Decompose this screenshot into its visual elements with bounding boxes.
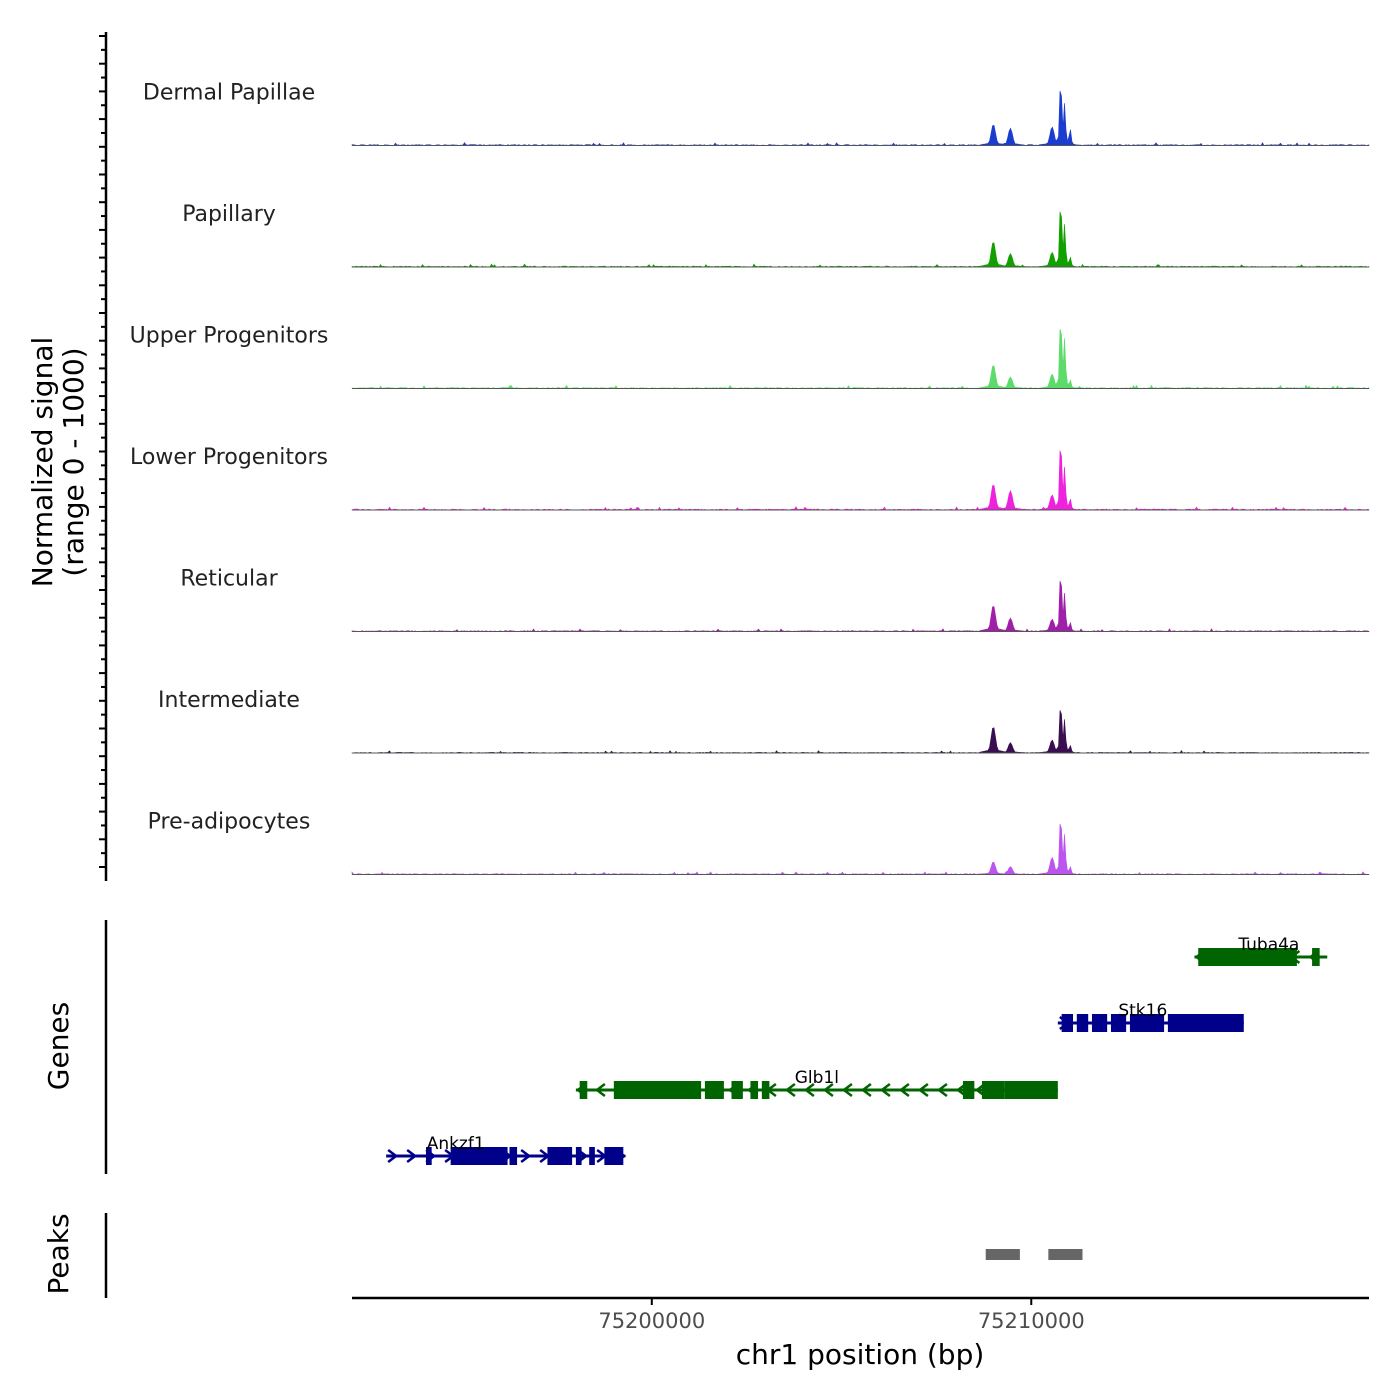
track-label: Lower Progenitors: [130, 445, 328, 470]
gene-ankzf1: Ankzf1: [386, 1134, 627, 1165]
strand-arrow: [860, 1083, 872, 1097]
gene-exon: [750, 1081, 759, 1099]
gene-exon: [1198, 948, 1297, 966]
x-axis-tick-label: 75210000: [978, 1309, 1085, 1333]
peak-region: [985, 1249, 1020, 1260]
gene-exon: [1312, 948, 1320, 966]
gene-stk16: Stk16: [1057, 1001, 1244, 1032]
y-axis-title: Normalized signal: [26, 337, 59, 588]
track-reticular: Reticular: [180, 567, 1370, 632]
strand-arrow: [879, 1083, 891, 1097]
track-label: Pre-adipocytes: [148, 810, 311, 835]
x-axis-title: chr1 position (bp): [736, 1338, 985, 1371]
gene-exon: [1004, 1081, 1058, 1099]
strand-arrow: [803, 1083, 815, 1097]
signal-area: [351, 580, 1370, 632]
track-label: Dermal Papillae: [143, 81, 315, 106]
signal-area: [351, 823, 1370, 875]
strand-arrow: [406, 1149, 418, 1163]
gene-exon: [704, 1081, 724, 1099]
track-upper-progenitors: Upper Progenitors: [130, 324, 1370, 389]
signal-area: [351, 90, 1370, 146]
strand-arrow: [898, 1083, 910, 1097]
track-label: Reticular: [180, 567, 278, 592]
gene-exon: [1061, 1014, 1074, 1032]
gene-exon: [731, 1081, 743, 1099]
gene-glb1l: Glb1l: [575, 1068, 1058, 1099]
peak-annotations: [985, 1249, 1083, 1260]
gene-exon: [1110, 1014, 1127, 1032]
strand-arrow: [520, 1149, 532, 1163]
gene-label: Stk16: [1118, 1001, 1167, 1021]
gene-exon: [425, 1147, 432, 1165]
gene-annotations: Tuba4a Stk16 Glb1l Ankzf1: [386, 935, 1328, 1165]
gene-exon: [450, 1147, 508, 1165]
gene-exon: [589, 1147, 595, 1165]
x-axis-tick-label: 75200000: [598, 1309, 705, 1333]
genes-panel-title: Genes: [42, 1002, 75, 1090]
gene-exon: [981, 1081, 1005, 1099]
gene-label: Tuba4a: [1237, 935, 1299, 955]
gene-tuba4a: Tuba4a: [1194, 935, 1328, 966]
signal-area: [351, 211, 1370, 268]
track-papillary: Papillary: [182, 202, 1370, 268]
gene-exon: [547, 1147, 573, 1165]
gene-exon: [1167, 1014, 1244, 1032]
gene-exon: [1091, 1014, 1108, 1032]
gene-exon: [579, 1081, 588, 1099]
strand-arrow: [917, 1083, 929, 1097]
coverage-y-ticks: [99, 35, 106, 868]
track-dermal-papillae: Dermal Papillae: [143, 81, 1370, 146]
strand-arrow: [936, 1083, 948, 1097]
track-pre-adipocytes: Pre-adipocytes: [148, 810, 1370, 875]
gene-label: Glb1l: [795, 1068, 839, 1088]
track-intermediate: Intermediate: [158, 688, 1370, 754]
gene-exon: [1076, 1014, 1089, 1032]
gene-exon: [613, 1081, 702, 1099]
track-label: Intermediate: [158, 688, 300, 713]
coverage-tracks: Dermal Papillae Papillary Upper Progenitor…: [130, 81, 1370, 875]
signal-area: [351, 710, 1370, 754]
peaks-panel-title: Peaks: [42, 1213, 75, 1294]
track-lower-progenitors: Lower Progenitors: [130, 445, 1370, 511]
signal-area: [351, 329, 1370, 389]
strand-arrow: [594, 1083, 606, 1097]
gene-exon: [604, 1147, 624, 1165]
track-label: Upper Progenitors: [130, 324, 329, 349]
x-axis-ticks: 75200000 75210000: [598, 1298, 1085, 1333]
strand-arrow: [841, 1083, 853, 1097]
y-axis-title-range: (range 0 - 1000): [57, 347, 90, 576]
track-label: Papillary: [182, 202, 276, 227]
peak-region: [1048, 1249, 1083, 1260]
gene-exon: [962, 1081, 975, 1099]
signal-area: [351, 450, 1370, 511]
gene-label: Ankzf1: [427, 1134, 485, 1154]
gene-exon: [761, 1081, 770, 1099]
strand-arrow: [822, 1083, 834, 1097]
gene-exon: [1129, 1014, 1165, 1032]
gene-exon: [575, 1147, 582, 1165]
strand-arrow: [387, 1149, 399, 1163]
gene-exon: [509, 1147, 518, 1165]
strand-arrow: [784, 1083, 796, 1097]
